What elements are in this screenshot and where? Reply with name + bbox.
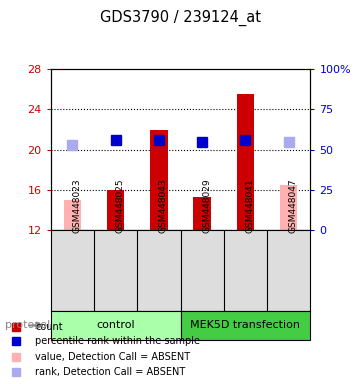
Bar	[180, 311, 310, 340]
Text: GSM448023: GSM448023	[72, 178, 81, 233]
Text: GSM448043: GSM448043	[159, 178, 168, 233]
Text: protocol: protocol	[5, 320, 51, 331]
Text: GSM448025: GSM448025	[116, 178, 125, 233]
Text: MEK5D transfection: MEK5D transfection	[191, 320, 300, 331]
Bar	[237, 94, 254, 230]
Bar	[193, 197, 211, 230]
Text: control: control	[96, 320, 135, 331]
Text: percentile rank within the sample: percentile rank within the sample	[35, 336, 200, 346]
Text: GSM448029: GSM448029	[202, 178, 211, 233]
Bar	[150, 130, 168, 230]
Text: count: count	[35, 322, 63, 332]
Bar	[64, 200, 81, 230]
Bar	[280, 185, 297, 230]
Text: GDS3790 / 239124_at: GDS3790 / 239124_at	[100, 10, 261, 26]
Text: GSM448041: GSM448041	[245, 178, 255, 233]
Text: rank, Detection Call = ABSENT: rank, Detection Call = ABSENT	[35, 367, 186, 377]
Text: GSM448047: GSM448047	[289, 178, 298, 233]
Bar	[51, 311, 180, 340]
Text: value, Detection Call = ABSENT: value, Detection Call = ABSENT	[35, 352, 191, 362]
Bar	[107, 190, 124, 230]
